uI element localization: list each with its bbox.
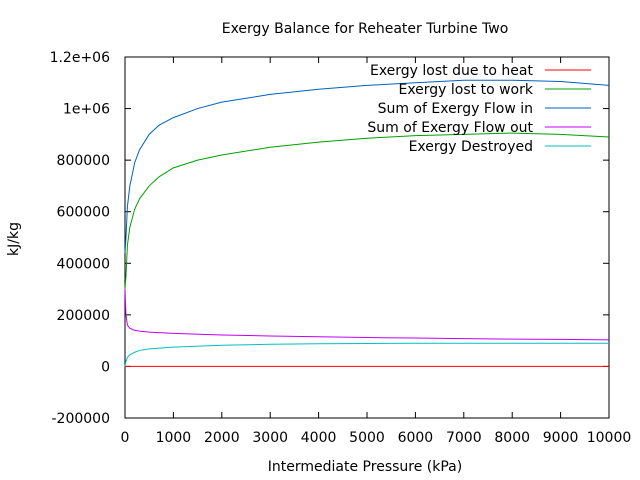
legend-label-1: Exergy lost due to heat bbox=[370, 63, 534, 79]
legend-label-4: Sum of Exergy Flow out bbox=[367, 120, 533, 136]
x-tick-label: 6000 bbox=[398, 430, 434, 446]
plot-border bbox=[124, 56, 610, 419]
chart-title: Exergy Balance for Reheater Turbine Two bbox=[222, 21, 509, 37]
series-line-4 bbox=[124, 289, 610, 341]
x-tick-label: 4000 bbox=[301, 430, 337, 446]
x-tick-label: 9000 bbox=[543, 430, 579, 446]
y-tick-label: 0 bbox=[101, 359, 110, 375]
plot-area: 0 1000 2000 3000 4000 5000 6000 7000 8000 9000 100… bbox=[50, 50, 632, 446]
y-tick-label: 1e+06 bbox=[63, 102, 110, 118]
x-tick-label: 3000 bbox=[252, 430, 288, 446]
x-tick-label: 5000 bbox=[349, 430, 385, 446]
legend: Exergy lost due to heat Exergy lost to wo… bbox=[367, 63, 591, 155]
y-tick-label: 200000 bbox=[57, 308, 110, 324]
y-tick-label: 600000 bbox=[57, 205, 110, 221]
y-tick-label: 400000 bbox=[57, 256, 110, 272]
x-axis-label: Intermediate Pressure (kPa) bbox=[268, 459, 462, 475]
x-tick-label: 0 bbox=[121, 430, 130, 446]
series-line-2 bbox=[124, 132, 610, 290]
x-tick-label: 7000 bbox=[446, 430, 482, 446]
series-line-3 bbox=[124, 79, 610, 254]
y-tick-label: -200000 bbox=[52, 411, 111, 427]
y-tick-label: 800000 bbox=[57, 153, 110, 169]
legend-label-5: Exergy Destroyed bbox=[409, 139, 533, 155]
y-tick-label: 1.2e+06 bbox=[50, 50, 111, 66]
x-tick-label: 10000 bbox=[587, 430, 632, 446]
legend-label-3: Sum of Exergy Flow in bbox=[378, 101, 533, 117]
x-tick-label: 2000 bbox=[204, 430, 240, 446]
series-line-5 bbox=[124, 342, 609, 367]
x-tick-label: 1000 bbox=[156, 430, 192, 446]
x-tick-label: 8000 bbox=[494, 430, 530, 446]
y-axis-label: kJ/kg bbox=[6, 222, 22, 256]
legend-label-2: Exergy lost to work bbox=[398, 82, 533, 98]
